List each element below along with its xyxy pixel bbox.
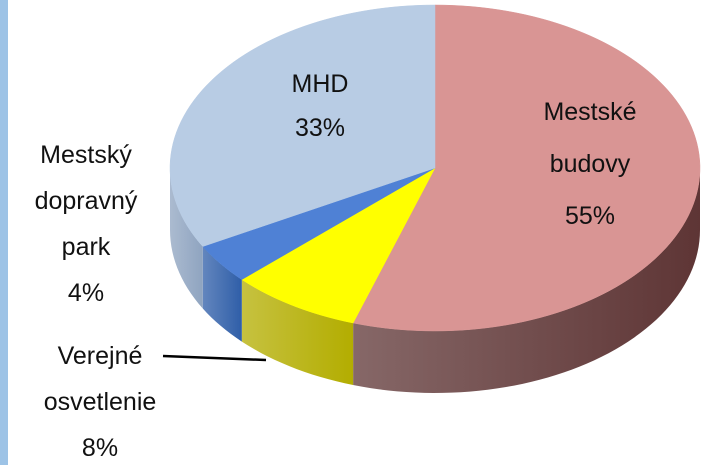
leader-line [162,354,267,362]
data-label: Mestské budovy 55% [515,86,665,242]
slice-side [241,279,354,386]
slice [352,4,701,332]
category-label: Verejné osvetlenie [43,342,157,416]
data-label: Verejné osvetlenie 8% [25,333,175,471]
data-label: Mestský dopravný park 4% [24,132,149,316]
slice-side [353,168,700,393]
slice-side [170,168,203,309]
slice [241,167,436,324]
category-label: Mestské budovy [543,98,637,178]
value-label: 55% [564,202,616,230]
category-label: Mestský dopravný park [34,141,138,261]
data-label: MHD 33% [260,62,380,150]
value-label: 33% [294,114,346,142]
left-border [0,0,8,465]
value-label: 8% [81,434,119,462]
value-label: 4% [67,279,105,307]
slice [169,4,436,247]
slice-side [202,246,242,342]
category-label: MHD [291,70,349,98]
slice [202,167,436,280]
